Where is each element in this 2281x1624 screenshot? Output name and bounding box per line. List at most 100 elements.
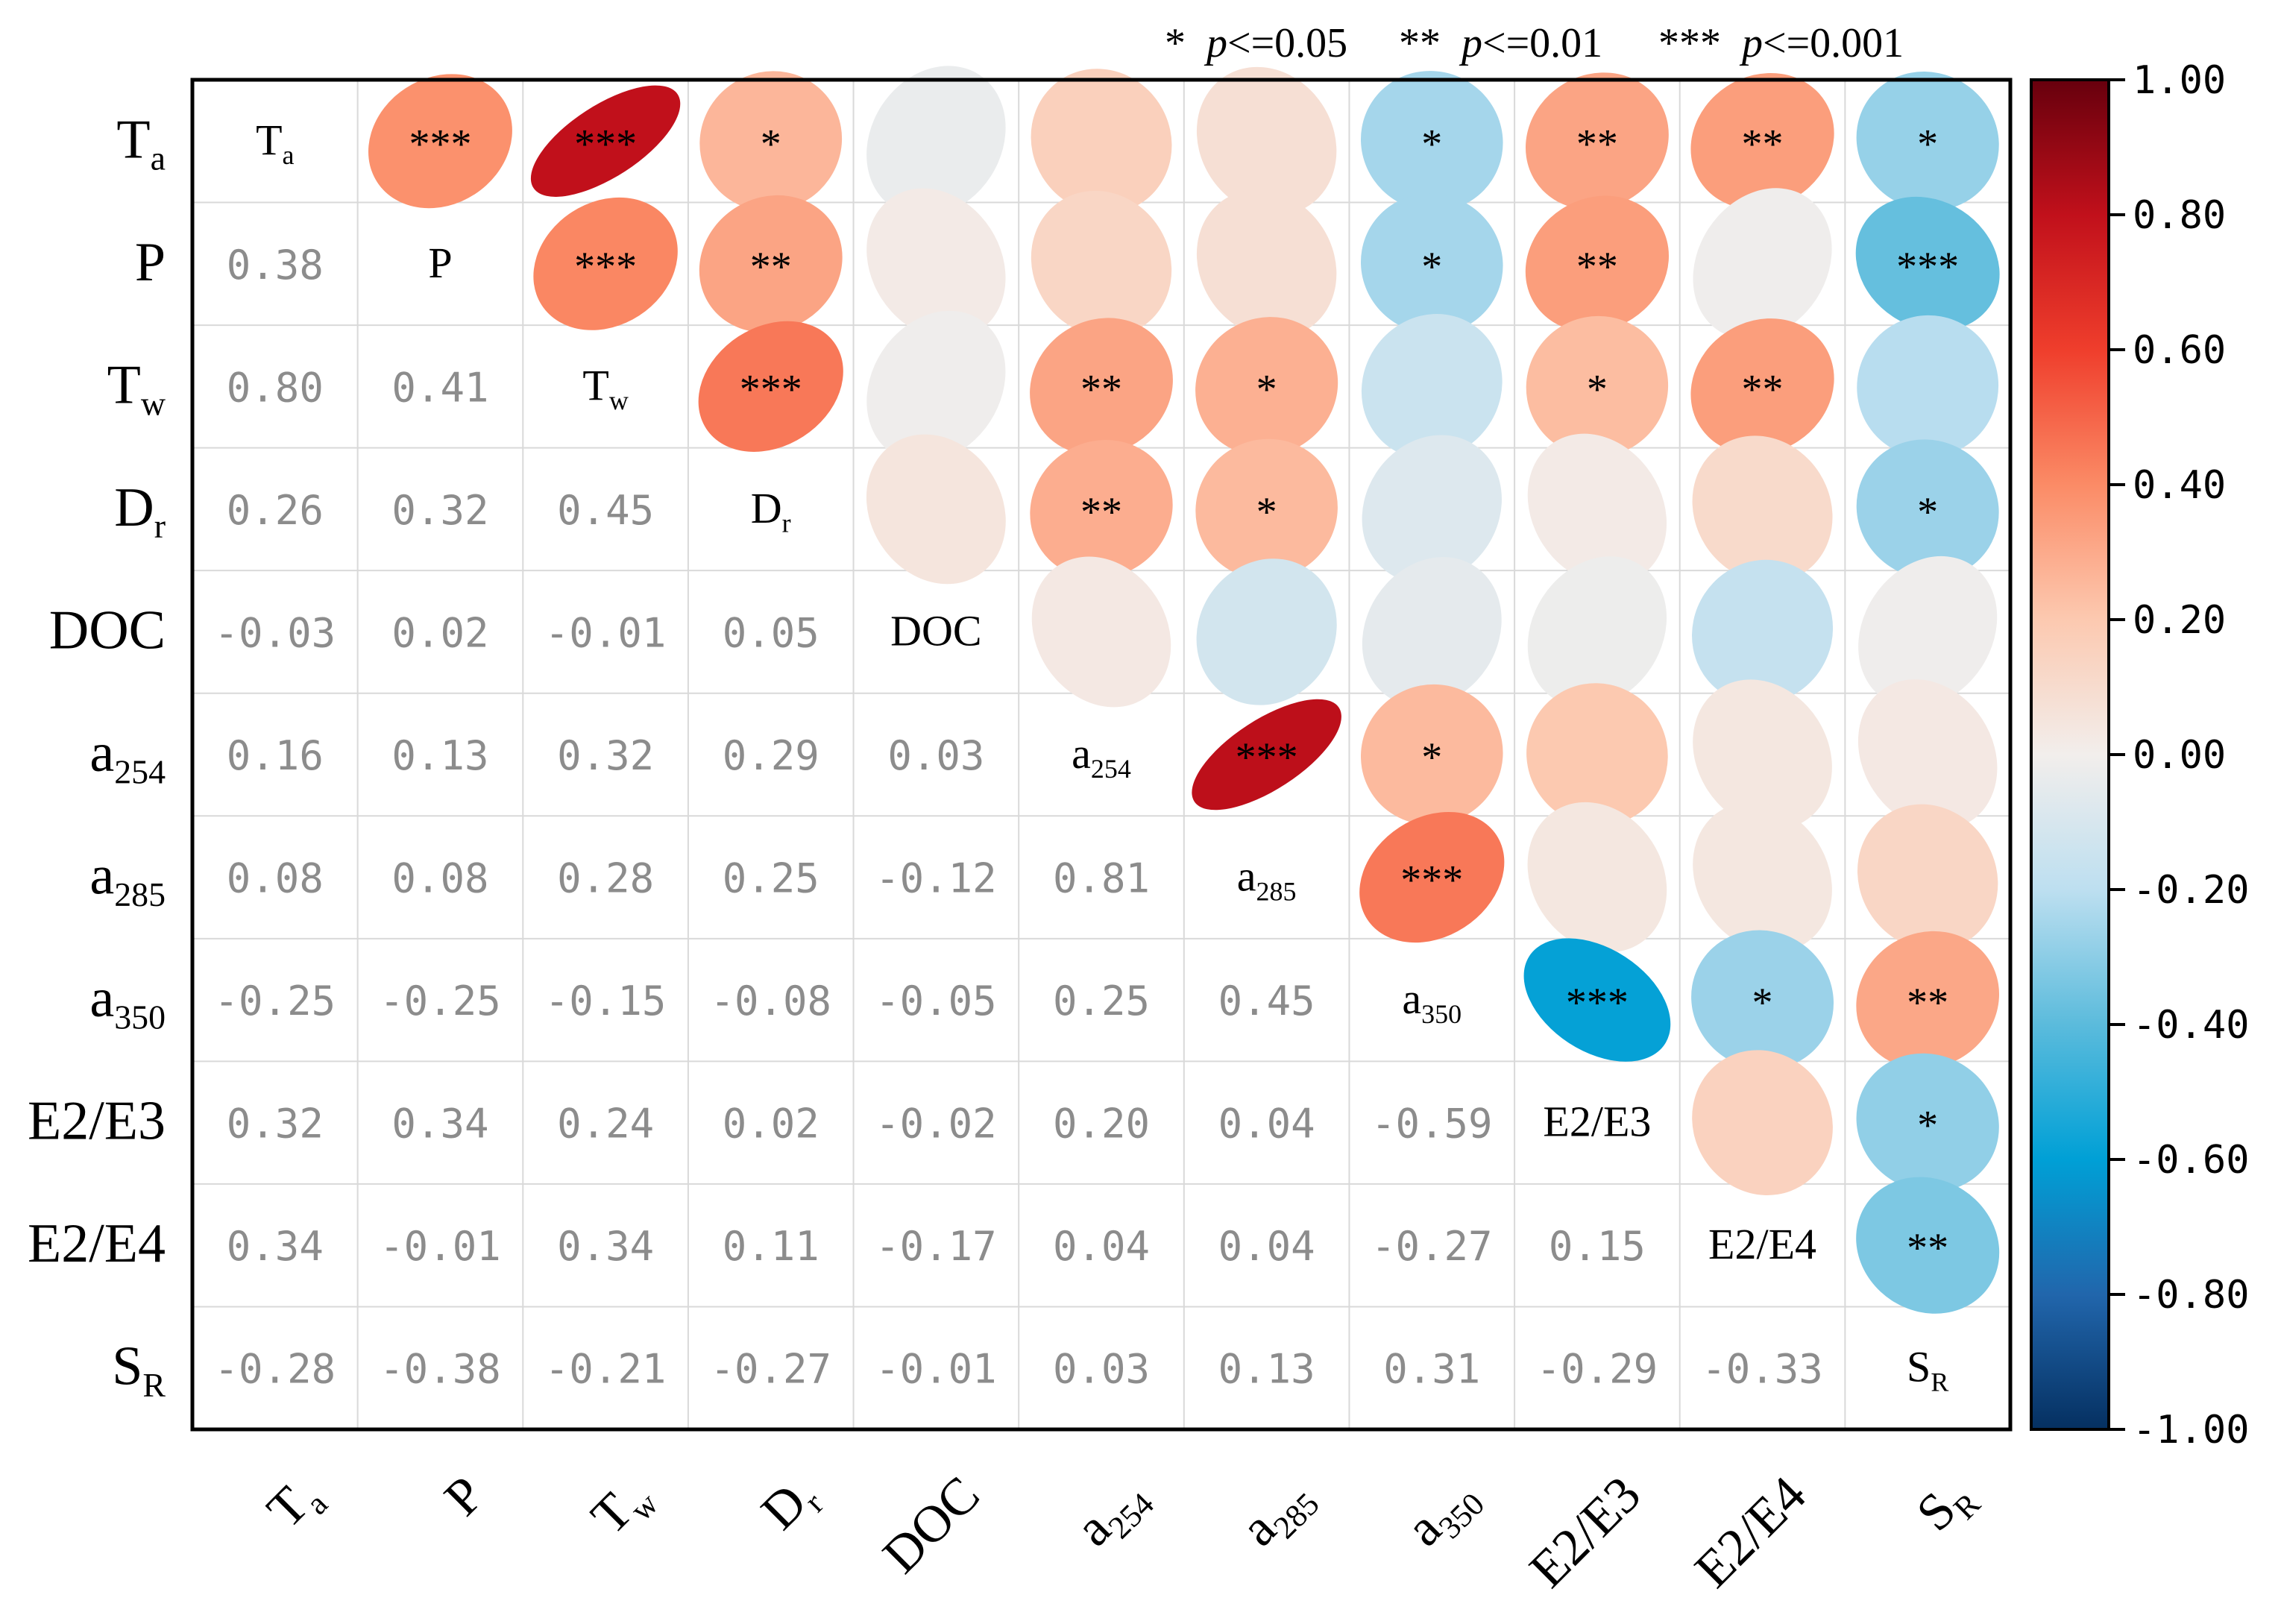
correlation-value: 0.03 xyxy=(1053,1346,1150,1393)
diagonal-variable-label: E2/E4 xyxy=(1708,1220,1816,1268)
correlation-value: 0.16 xyxy=(227,732,324,779)
correlation-value: -0.29 xyxy=(1537,1346,1658,1393)
correlation-ellipse xyxy=(368,74,512,209)
correlation-value: 0.32 xyxy=(227,1101,324,1148)
variable-name: a xyxy=(89,846,114,907)
variable-name: E2/E4 xyxy=(28,1213,166,1274)
row-label: Tw xyxy=(107,354,166,422)
correlation-value: 0.24 xyxy=(557,1101,654,1148)
correlation-ellipse xyxy=(1856,1177,2000,1314)
variable-subscript: 285 xyxy=(114,875,166,913)
significance-stars: * xyxy=(1421,244,1442,290)
colorbar-tick-label: -0.60 xyxy=(2133,1138,2250,1183)
colorbar-tick-label: -0.20 xyxy=(2133,868,2250,913)
sig-legend-three-star: *** p<=0.001 xyxy=(1658,20,1904,66)
significance-stars: * xyxy=(1421,734,1442,781)
correlation-ellipse xyxy=(1693,679,1832,830)
diagonal-variable-label: Tw xyxy=(582,361,628,415)
variable-name: T xyxy=(107,354,141,415)
column-label: Ta xyxy=(257,1466,335,1544)
correlation-value: 0.81 xyxy=(1053,855,1150,902)
correlation-value: 0.04 xyxy=(1053,1223,1150,1270)
correlation-ellipse xyxy=(699,195,843,333)
correlation-ellipse xyxy=(1030,440,1173,579)
significance-stars: ** xyxy=(1742,121,1784,167)
row-label: a350 xyxy=(89,968,166,1036)
correlation-ellipse xyxy=(1362,557,1502,707)
variable-subscript: 254 xyxy=(1091,754,1131,784)
variable-subscript: 285 xyxy=(1256,876,1297,906)
correlation-ellipse xyxy=(1692,435,1833,583)
variable-subscript: w xyxy=(141,385,166,423)
correlation-ellipse xyxy=(1196,189,1337,339)
variable-name: D xyxy=(751,1473,818,1540)
correlation-value: 0.04 xyxy=(1218,1101,1315,1148)
correlation-value: 0.03 xyxy=(887,732,984,779)
correlation-ellipse xyxy=(1030,318,1173,456)
correlation-value: -0.12 xyxy=(875,855,997,902)
correlation-ellipse xyxy=(698,321,843,452)
correlation-value: -0.27 xyxy=(710,1346,831,1393)
diagonal-variable-label: SR xyxy=(1907,1343,1948,1397)
correlation-ellipse xyxy=(1195,438,1338,580)
variable-name: T xyxy=(116,109,150,170)
correlation-value: 0.04 xyxy=(1218,1223,1315,1270)
correlation-ellipse xyxy=(1526,315,1669,457)
correlation-value: -0.21 xyxy=(545,1346,667,1393)
colorbar-tick-label: -1.00 xyxy=(2133,1408,2250,1453)
correlation-ellipse xyxy=(1527,433,1667,585)
correlation-value: 0.15 xyxy=(1549,1223,1646,1270)
cell-text-layer: Ta *** *** * * ** ** *0.38 P *** ** * ** ***0.80 0.41 T… xyxy=(215,116,1960,1397)
variable-name: E2/E3 xyxy=(1543,1098,1651,1146)
significance-stars: * xyxy=(1256,366,1277,412)
correlation-ellipse xyxy=(1362,435,1502,584)
column-label: a254 xyxy=(1065,1466,1161,1562)
correlation-ellipse xyxy=(1526,683,1668,826)
correlation-value: 0.13 xyxy=(391,732,488,779)
correlation-ellipse xyxy=(1690,72,1834,210)
column-labels: Ta P Tw Dr DOC a254 a285 a350 E2/E3 E2/E4 SR xyxy=(257,1466,1987,1599)
diagonal-variable-label: Dr xyxy=(751,484,791,538)
correlation-ellipse xyxy=(1360,193,1503,335)
significance-stars: * xyxy=(1421,121,1442,167)
correlation-value: 0.08 xyxy=(391,855,488,902)
significance-stars: ** xyxy=(1576,244,1618,290)
correlation-value: 0.45 xyxy=(557,487,654,534)
correlation-value: 0.31 xyxy=(1383,1346,1480,1393)
correlation-value: -0.33 xyxy=(1702,1346,1823,1393)
row-label: a285 xyxy=(89,846,166,913)
variable-name: P xyxy=(434,1466,495,1527)
correlation-value: -0.38 xyxy=(380,1346,501,1393)
correlation-value: -0.03 xyxy=(215,609,336,656)
ellipse-layer xyxy=(368,66,2000,1314)
correlation-ellipse xyxy=(1856,72,1999,211)
significance-stars: *** xyxy=(1896,244,1959,290)
significance-stars: *** xyxy=(409,121,471,167)
significance-stars: ** xyxy=(1576,121,1618,167)
variable-subscript: R xyxy=(142,1366,166,1404)
colorbar-tick-label: 0.60 xyxy=(2133,328,2226,373)
significance-stars: ** xyxy=(1080,489,1122,535)
row-label: Dr xyxy=(114,477,166,545)
column-label: a350 xyxy=(1395,1466,1491,1562)
correlation-ellipse xyxy=(1857,804,1998,951)
correlation-value: -0.01 xyxy=(545,609,667,656)
correlation-ellipse xyxy=(1856,931,2000,1069)
significance-stars: *** xyxy=(574,244,637,290)
correlation-ellipse xyxy=(1192,699,1341,811)
plot-frame xyxy=(190,78,2013,1432)
correlation-ellipse xyxy=(866,66,1006,217)
colorbar-tick-label: -0.80 xyxy=(2133,1273,2250,1318)
variable-name: a xyxy=(89,968,114,1029)
column-label: DOC xyxy=(872,1466,991,1584)
correlation-ellipse xyxy=(1196,66,1337,215)
variable-name: S xyxy=(112,1336,142,1397)
correlation-value: -0.01 xyxy=(380,1223,501,1270)
colorbar-tick-label: 0.40 xyxy=(2133,463,2226,508)
correlation-value: 0.29 xyxy=(723,732,819,779)
correlation-value: -0.27 xyxy=(1371,1223,1493,1270)
variable-name: a xyxy=(1237,852,1256,901)
correlation-ellipse xyxy=(1857,679,1998,830)
correlation-value: 0.05 xyxy=(723,609,819,656)
